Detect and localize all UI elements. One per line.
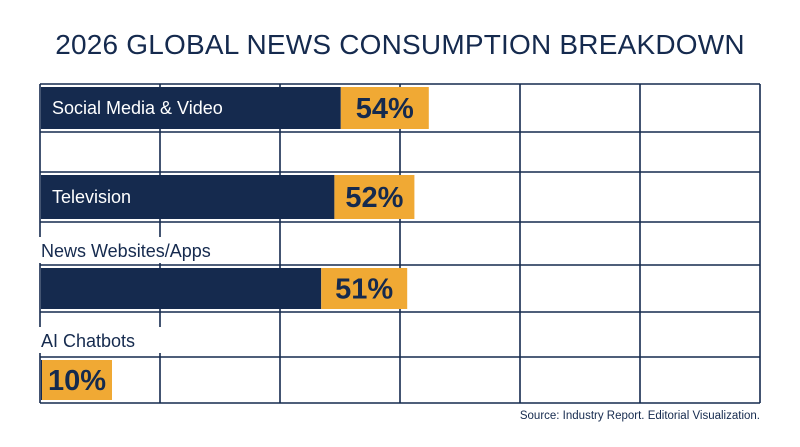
value-badge bbox=[340, 87, 429, 129]
source-note: Source: Industry Report. Editorial Visua… bbox=[520, 410, 760, 422]
category-label: Social Media & Video bbox=[52, 98, 223, 118]
bar bbox=[41, 268, 322, 309]
category-label: News Websites/Apps bbox=[41, 241, 211, 261]
category-label: Television bbox=[52, 187, 131, 207]
category-label: AI Chatbots bbox=[41, 331, 135, 351]
grid bbox=[38, 83, 761, 404]
value-label: 52% bbox=[345, 182, 403, 214]
bar bbox=[41, 175, 335, 219]
chart-title: 2026 GLOBAL NEWS CONSUMPTION BREAKDOWN bbox=[55, 29, 745, 60]
value-badge bbox=[321, 268, 408, 309]
value-label: 51% bbox=[335, 274, 393, 306]
value-label: 10% bbox=[48, 365, 106, 397]
bar bbox=[41, 87, 341, 129]
label-backdrop bbox=[38, 327, 248, 353]
bar bbox=[41, 360, 42, 400]
bars: 54% Social Media & Video 52% Television 51% N… bbox=[41, 87, 429, 400]
label-backdrop bbox=[38, 237, 248, 263]
value-badge bbox=[334, 175, 415, 219]
value-label: 54% bbox=[356, 93, 414, 125]
value-badge bbox=[42, 360, 112, 400]
